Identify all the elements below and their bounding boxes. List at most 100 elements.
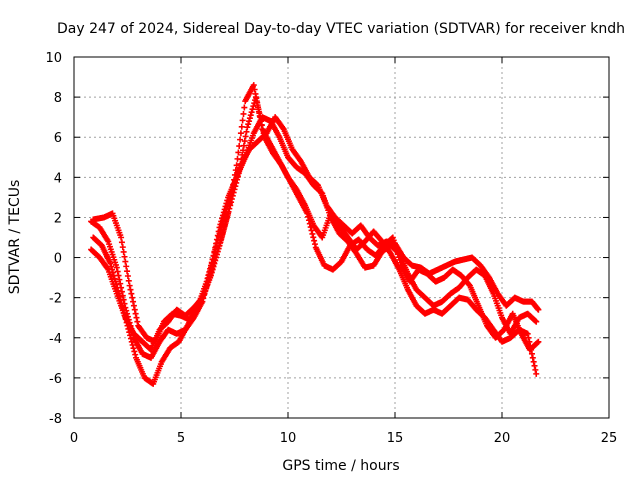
data-point	[253, 95, 260, 102]
y-tick-label: 4	[54, 171, 62, 186]
data-point	[117, 280, 124, 287]
data-point	[247, 112, 254, 119]
y-tick-label: 6	[54, 131, 62, 146]
data-point	[396, 256, 403, 263]
data-point	[205, 272, 212, 279]
data-point	[226, 194, 233, 201]
data-point	[238, 123, 245, 130]
data-point	[208, 259, 215, 266]
data-point	[224, 203, 231, 210]
data-point	[246, 118, 253, 125]
data-point	[241, 138, 248, 145]
data-point	[252, 90, 259, 97]
data-point	[535, 306, 542, 313]
y-tick-label: 8	[54, 91, 62, 106]
data-point	[130, 345, 137, 352]
data-point	[216, 230, 223, 237]
data-point	[203, 278, 210, 285]
data-point	[223, 206, 230, 213]
data-point	[120, 248, 127, 255]
plot-frame	[73, 56, 610, 419]
data-point	[127, 286, 134, 293]
data-point	[236, 143, 243, 150]
data-point	[235, 149, 242, 156]
data-point	[218, 224, 225, 231]
y-tick-label: -6	[49, 372, 62, 387]
data-point	[215, 233, 222, 240]
y-tick-label: -2	[49, 292, 62, 307]
y-tick-label: -8	[49, 412, 62, 427]
data-point	[123, 263, 130, 270]
data-point	[532, 317, 539, 324]
data-point	[240, 110, 247, 117]
data-point	[130, 298, 137, 305]
data-point	[225, 200, 232, 207]
data-point	[256, 112, 263, 119]
data-markers	[88, 82, 542, 387]
data-point	[257, 117, 264, 124]
x-tick-label: 5	[177, 431, 185, 446]
y-tick-label: 0	[54, 252, 62, 267]
data-point	[113, 264, 120, 271]
data-point	[234, 155, 241, 162]
data-point	[245, 121, 252, 128]
data-point	[132, 310, 139, 317]
data-point	[309, 230, 316, 237]
data-point	[524, 330, 531, 337]
data-point	[244, 124, 251, 131]
chart-title: Day 247 of 2024, Sidereal Day-to-day VTE…	[57, 21, 625, 37]
data-point	[528, 350, 535, 357]
y-tick-label: 10	[45, 51, 62, 66]
data-point	[127, 335, 134, 342]
data-point	[124, 273, 131, 280]
data-point	[132, 351, 139, 358]
data-point	[221, 211, 228, 218]
data-point	[222, 208, 229, 215]
data-point	[237, 130, 244, 137]
data-point	[134, 318, 141, 325]
data-point	[127, 332, 134, 339]
data-point	[128, 290, 135, 297]
data-point	[248, 109, 255, 116]
data-point	[237, 136, 244, 143]
data-point	[254, 99, 261, 106]
data-point	[311, 241, 318, 248]
data-point	[466, 281, 473, 288]
data-point	[212, 246, 219, 253]
data-point	[207, 262, 214, 269]
data-point	[124, 268, 131, 275]
data-point	[527, 342, 534, 349]
data-point	[128, 338, 135, 345]
data-point	[532, 366, 539, 373]
data-point	[213, 240, 220, 247]
data-point	[210, 252, 217, 259]
data-point	[243, 128, 250, 135]
data-point	[311, 237, 318, 244]
data-point	[255, 104, 262, 111]
data-point	[213, 243, 220, 250]
data-point	[220, 214, 227, 221]
axis-ticks: 0 5 10 15 20 25 -8 -6 -4 -2 0 2 4 6 8 10	[45, 51, 617, 446]
data-point	[119, 244, 126, 251]
y-axis-label: SDTVAR / TECUs	[7, 180, 23, 295]
data-point	[214, 236, 221, 243]
x-tick-label: 10	[280, 431, 297, 446]
data-point	[211, 249, 218, 256]
data-point	[535, 338, 542, 345]
data-point	[133, 314, 140, 321]
data-point	[250, 82, 257, 89]
data-point	[122, 258, 129, 265]
x-tick-label: 15	[387, 431, 404, 446]
data-point	[207, 265, 214, 272]
data-point	[533, 370, 540, 377]
data-point	[116, 276, 123, 283]
data-point	[240, 147, 247, 154]
data-point	[209, 256, 216, 263]
x-tick-label: 0	[70, 431, 78, 446]
data-point	[530, 358, 537, 365]
data-point	[129, 294, 136, 301]
data-point	[219, 217, 226, 224]
data-point	[225, 197, 232, 204]
data-point	[310, 234, 317, 241]
data-point	[118, 234, 125, 241]
